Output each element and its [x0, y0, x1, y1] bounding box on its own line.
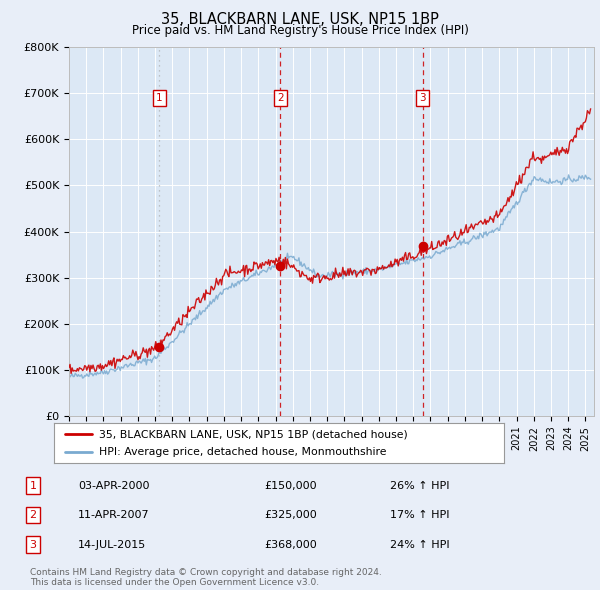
Text: 1: 1: [156, 93, 163, 103]
Text: 24% ↑ HPI: 24% ↑ HPI: [390, 540, 449, 549]
Text: Price paid vs. HM Land Registry's House Price Index (HPI): Price paid vs. HM Land Registry's House …: [131, 24, 469, 37]
Text: 2: 2: [29, 510, 37, 520]
Text: HPI: Average price, detached house, Monmouthshire: HPI: Average price, detached house, Monm…: [99, 447, 386, 457]
Text: £325,000: £325,000: [264, 510, 317, 520]
Text: Contains HM Land Registry data © Crown copyright and database right 2024.: Contains HM Land Registry data © Crown c…: [30, 568, 382, 577]
Text: 3: 3: [419, 93, 426, 103]
Text: 11-APR-2007: 11-APR-2007: [78, 510, 149, 520]
Text: £368,000: £368,000: [264, 540, 317, 549]
Text: 35, BLACKBARN LANE, USK, NP15 1BP: 35, BLACKBARN LANE, USK, NP15 1BP: [161, 12, 439, 27]
Text: 1: 1: [29, 481, 37, 490]
Text: 3: 3: [29, 540, 37, 549]
Text: 14-JUL-2015: 14-JUL-2015: [78, 540, 146, 549]
Text: 2: 2: [277, 93, 284, 103]
Text: 17% ↑ HPI: 17% ↑ HPI: [390, 510, 449, 520]
Text: £150,000: £150,000: [264, 481, 317, 490]
Text: 26% ↑ HPI: 26% ↑ HPI: [390, 481, 449, 490]
Text: This data is licensed under the Open Government Licence v3.0.: This data is licensed under the Open Gov…: [30, 578, 319, 587]
Text: 35, BLACKBARN LANE, USK, NP15 1BP (detached house): 35, BLACKBARN LANE, USK, NP15 1BP (detac…: [99, 430, 408, 440]
Text: 03-APR-2000: 03-APR-2000: [78, 481, 149, 490]
